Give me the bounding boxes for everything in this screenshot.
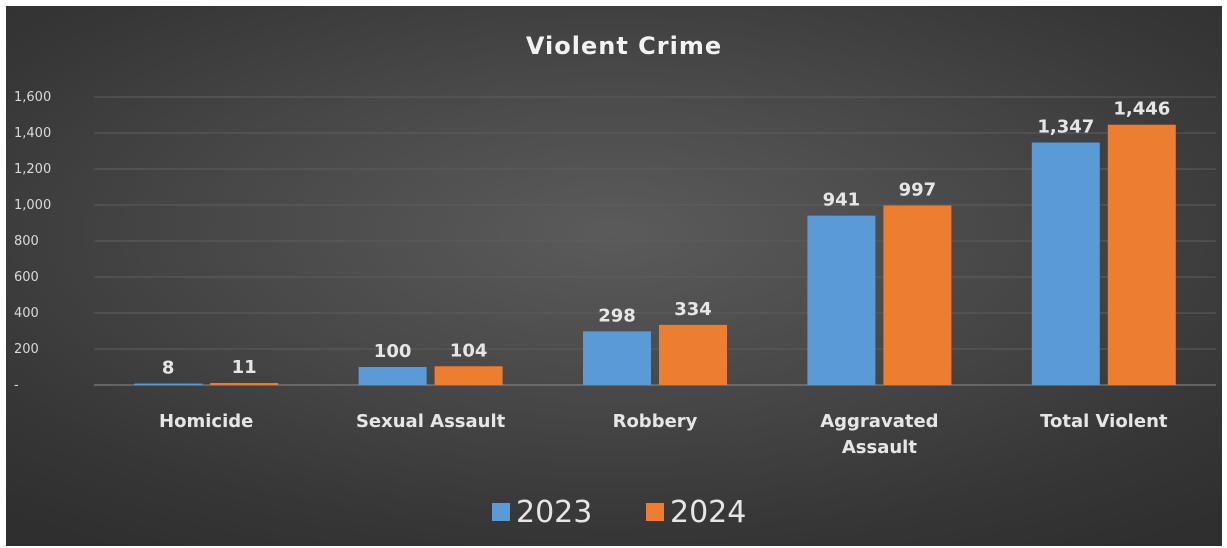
data-label: 8: [162, 358, 175, 379]
x-tick-label: Homicide: [159, 411, 253, 432]
y-tick-label: 400: [14, 306, 39, 321]
bar: [807, 215, 876, 385]
bar: [883, 205, 952, 385]
y-axis-ticks: - 200 400 600 800 1,000 1,200 1,400 1,600: [14, 90, 51, 393]
x-tick-label: Aggravated Assault: [820, 411, 938, 458]
chart-frame: Violent Crime - 200 400 600 800 1,000 1,200 1,4…: [6, 6, 1222, 546]
bar: [134, 383, 203, 385]
data-label: 100: [374, 341, 412, 362]
bar: [210, 383, 279, 385]
x-tick-label: Sexual Assault: [356, 411, 506, 432]
bar: [358, 367, 427, 385]
y-tick-label: 800: [14, 234, 39, 249]
data-label: 1,347: [1037, 117, 1094, 138]
bar: [1107, 124, 1176, 385]
y-tick-label: 1,400: [14, 126, 51, 141]
data-label: 941: [823, 190, 861, 211]
y-tick-label: 1,200: [14, 162, 51, 177]
y-tick-label: 200: [14, 342, 39, 357]
bar: [434, 366, 503, 385]
data-label: 104: [450, 340, 488, 361]
legend-label: 2023: [516, 495, 592, 530]
legend-swatch: [646, 503, 664, 521]
gridlines: [94, 96, 1216, 386]
legend-label: 2024: [670, 495, 746, 530]
data-label: 298: [598, 305, 636, 326]
legend-swatch: [492, 503, 510, 521]
y-tick-label: 600: [14, 270, 39, 285]
y-tick-label: -: [14, 378, 19, 393]
data-label: 11: [232, 357, 257, 378]
data-label: 1,446: [1113, 99, 1170, 120]
violent-crime-chart: Violent Crime - 200 400 600 800 1,000 1,200 1,4…: [14, 32, 1216, 530]
y-tick-label: 1,000: [14, 198, 51, 213]
data-label: 334: [674, 299, 712, 320]
bars: [134, 124, 1176, 385]
legend: 2023 2024: [492, 495, 746, 530]
data-label: 997: [899, 180, 937, 201]
bar: [583, 331, 651, 385]
x-tick-label: Robbery: [613, 411, 698, 432]
chart-title: Violent Crime: [526, 32, 722, 60]
bar: [1031, 142, 1100, 385]
x-axis-ticks: Homicide Sexual Assault Robbery Aggravated A…: [159, 411, 1168, 458]
y-tick-label: 1,600: [14, 90, 51, 105]
data-labels: 8 11 100 104 298 334 941 997 1,347 1,446: [162, 99, 1170, 379]
x-tick-label: Total Violent: [1040, 411, 1168, 432]
bar: [659, 324, 727, 385]
